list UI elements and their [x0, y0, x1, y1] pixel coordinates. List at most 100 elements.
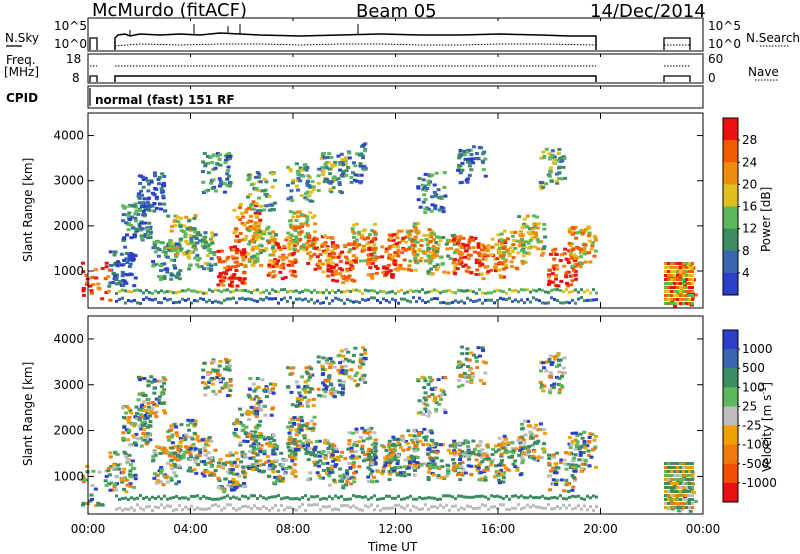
- velocity-cell: [84, 478, 89, 482]
- power-cell: [567, 241, 572, 245]
- velocity-cell: [346, 497, 349, 501]
- velocity-cell: [256, 385, 261, 389]
- velocity-cell: [426, 414, 431, 418]
- velocity-cell: [275, 476, 280, 480]
- velocity-cell: [465, 347, 470, 351]
- velocity-cell: [192, 431, 197, 435]
- power-cell: [579, 255, 584, 259]
- power-cell: [246, 195, 251, 199]
- velocity-cell: [518, 445, 523, 449]
- power-cell: [358, 289, 361, 293]
- velocity-cell: [211, 358, 216, 362]
- velocity-cell: [282, 458, 287, 462]
- velocity-cell: [485, 454, 490, 458]
- velocity-cell: [481, 348, 486, 352]
- power-cell: [359, 235, 364, 239]
- velocity-cell: [574, 506, 577, 510]
- velocity-cell: [286, 496, 289, 500]
- velocity-cell: [320, 373, 325, 377]
- velocity-cell: [325, 505, 328, 509]
- power-cell: [427, 290, 430, 294]
- velocity-cell: [522, 444, 527, 448]
- power-cell: [258, 251, 263, 255]
- velocity-cell: [349, 505, 352, 509]
- power-cell: [411, 247, 416, 251]
- power-cell: [679, 274, 682, 277]
- power-cell: [258, 248, 263, 252]
- power-cell: [128, 255, 133, 259]
- power-cell: [134, 209, 139, 213]
- velocity-cell: [205, 507, 208, 511]
- power-cell: [337, 288, 340, 292]
- power-cell: [507, 254, 512, 258]
- velocity-cell: [316, 450, 321, 454]
- power-cell: [290, 181, 295, 185]
- velocity-cell: [159, 466, 164, 470]
- power-cell: [178, 269, 183, 273]
- power-cell: [294, 240, 299, 244]
- power-cell: [673, 298, 676, 301]
- power-cell: [425, 243, 430, 247]
- velocity-cell: [248, 377, 253, 381]
- velocity-cell: [293, 450, 298, 454]
- velocity-cell: [370, 480, 375, 484]
- velocity-cell: [304, 424, 309, 428]
- power-cell: [328, 257, 333, 261]
- velocity-cell: [476, 466, 481, 470]
- power-cell: [439, 195, 444, 199]
- power-cell: [481, 168, 486, 172]
- power-cell: [174, 242, 179, 246]
- velocity-cell: [461, 442, 466, 446]
- velocity-cell: [404, 439, 409, 443]
- velocity-cell: [144, 409, 149, 413]
- velocity-cell: [367, 505, 370, 509]
- power-cell: [467, 157, 472, 161]
- power-cell: [466, 257, 471, 261]
- power-cell: [400, 288, 403, 292]
- power-cell: [589, 291, 592, 295]
- velocity-cell: [478, 461, 483, 465]
- power-cell: [468, 253, 473, 257]
- velocity-cell: [422, 462, 427, 466]
- power-cell: [400, 297, 403, 301]
- velocity-cell: [312, 448, 317, 452]
- power-cell: [289, 296, 292, 300]
- power-cell: [306, 174, 311, 178]
- velocity-cell: [361, 362, 366, 366]
- velocity-cell: [467, 358, 472, 362]
- velocity-cell: [526, 496, 529, 500]
- power-cell: [157, 202, 162, 206]
- power-cell: [375, 267, 380, 271]
- velocity-cell: [565, 497, 568, 501]
- velocity-cell: [202, 470, 207, 474]
- velocity-cell: [247, 466, 252, 470]
- power-cell: [255, 171, 260, 175]
- velocity-cell: [676, 490, 679, 493]
- power-cell: [235, 284, 240, 288]
- velocity-cell: [539, 456, 544, 460]
- power-cell: [305, 241, 310, 245]
- power-cell: [238, 276, 243, 280]
- power-cell: [478, 298, 481, 302]
- power-cell: [154, 297, 157, 301]
- velocity-cell: [202, 507, 205, 511]
- power-cell: [457, 156, 462, 160]
- power-cell: [418, 259, 423, 263]
- power-cell: [304, 221, 309, 225]
- velocity-cell: [115, 452, 120, 456]
- velocity-cell: [562, 356, 567, 360]
- velocity-cell: [593, 465, 598, 469]
- velocity-cell: [286, 445, 291, 449]
- velocity-cell: [193, 447, 198, 451]
- power-cell: [129, 223, 134, 227]
- velocity-cell: [296, 418, 301, 422]
- velocity-cell: [475, 494, 478, 498]
- power-cell: [244, 210, 249, 214]
- power-cell: [690, 292, 695, 296]
- power-cell: [465, 180, 470, 184]
- velocity-cell: [188, 455, 193, 459]
- power-cell: [346, 165, 351, 169]
- velocity-cell: [256, 445, 261, 449]
- power-cell: [255, 246, 260, 250]
- velocity-cell: [479, 470, 484, 474]
